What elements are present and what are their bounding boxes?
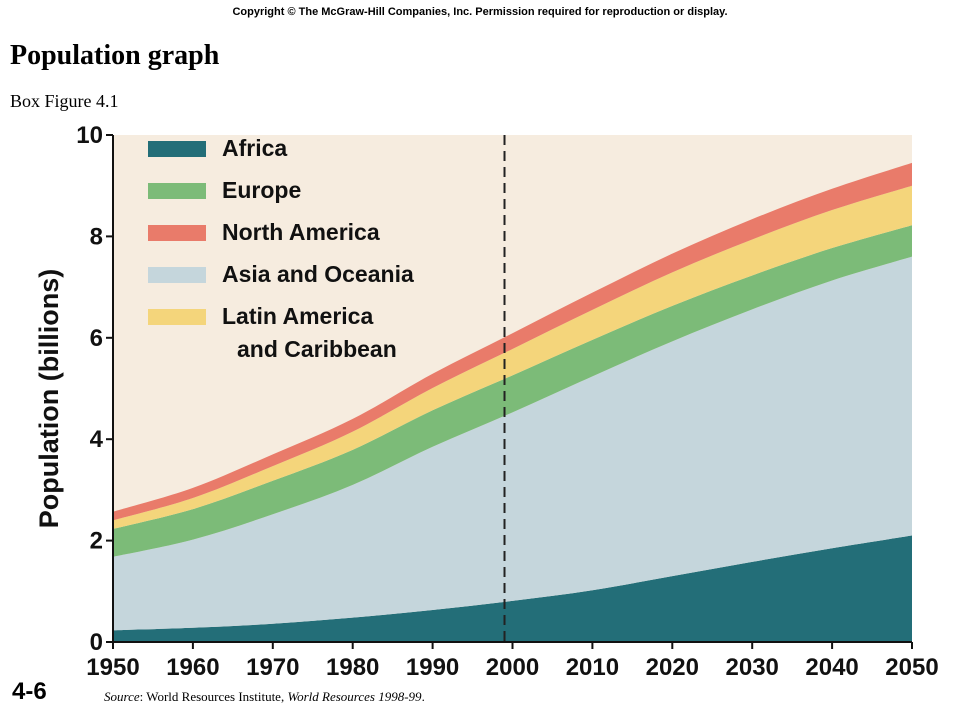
area-north-america	[113, 162, 912, 521]
page-title: Population graph	[10, 40, 220, 71]
legend-swatch	[148, 267, 206, 283]
x-tick-label: 1990	[406, 654, 459, 681]
source-text: : World Resources Institute,	[139, 689, 288, 704]
x-tick-label: 2040	[805, 654, 858, 681]
figure-subtitle: Box Figure 4.1	[10, 91, 119, 111]
legend-swatch	[148, 183, 206, 199]
source-end: .	[421, 689, 425, 704]
area-europe	[113, 225, 912, 557]
x-tick-label: 2020	[646, 654, 699, 681]
x-tick-label: 2030	[726, 654, 779, 681]
source-prefix: Source	[104, 689, 140, 704]
legend-label: North America	[222, 219, 380, 245]
copyright-notice: Copyright © The McGraw-Hill Companies, I…	[232, 6, 728, 18]
area-asia-and-oceania	[113, 256, 912, 631]
y-tick-label: 10	[76, 122, 103, 149]
legend-label: Europe	[222, 177, 301, 203]
y-tick-label: 4	[90, 426, 104, 453]
y-tick-label: 2	[90, 528, 103, 555]
legend-label: Africa	[222, 135, 287, 161]
y-tick-label: 0	[90, 629, 103, 656]
x-tick-label: 2000	[486, 654, 539, 681]
x-tick-label: 1970	[246, 654, 299, 681]
legend-label: Asia and Oceania	[222, 261, 414, 287]
legend-swatch	[148, 225, 206, 241]
y-axis-label: Population (billions)	[34, 269, 64, 528]
slide-number: 4-6	[12, 678, 47, 705]
x-tick-label: 2010	[566, 654, 619, 681]
legend-swatch	[148, 309, 206, 325]
area-africa	[113, 535, 912, 642]
population-chart: 0 2 4 6 8 10 1950 1960 1970 1980 1990 2000 2010 2020 2…	[34, 122, 939, 681]
area-latin-america-and-caribbean	[113, 185, 912, 529]
x-tick-label: 2050	[885, 654, 938, 681]
x-tick-label: 1980	[326, 654, 379, 681]
x-tick-label: 1960	[166, 654, 219, 681]
source-publication: World Resources 1998-99	[287, 689, 422, 704]
source-citation: Source: World Resources Institute, World…	[104, 689, 425, 705]
legend-swatch	[148, 141, 206, 157]
y-tick-label: 6	[90, 325, 103, 352]
y-tick-label: 8	[90, 223, 103, 250]
legend-label-line2: and Caribbean	[237, 336, 397, 362]
legend-label: Latin America	[222, 303, 373, 329]
x-tick-label: 1950	[86, 654, 139, 681]
